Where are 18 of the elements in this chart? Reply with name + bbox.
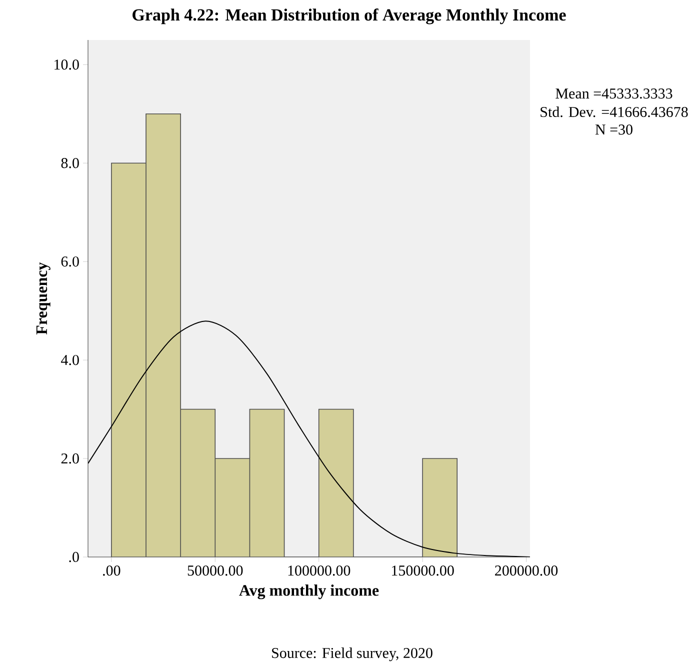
y-tick-label: 10.0 — [54, 60, 79, 70]
chart-title: Graph 4.22: Mean Distribution of Average Monthly Income — [132, 8, 566, 24]
text: Std. Dev. =41666.43678 — [540, 106, 688, 118]
x-tick-label: 150000.00 — [392, 566, 454, 576]
x-axis-title: Avg monthly income — [239, 584, 379, 600]
x-tick-label: 100000.00 — [288, 566, 350, 576]
y-tick-label: 6.0 — [61, 256, 79, 267]
x-tick-label: .00 — [103, 566, 120, 576]
text: N =30 — [595, 124, 632, 135]
y-tick-label: 8.0 — [61, 158, 79, 168]
y-tick-label: 2.0 — [61, 453, 79, 464]
y-tick-label: .0 — [69, 552, 79, 562]
text: Mean =45333.3333 — [556, 88, 672, 99]
y-axis-title: Frequency — [36, 262, 50, 335]
source-note: Source: Field survey, 2020 — [272, 648, 432, 662]
x-tick-label: 200000.00 — [495, 566, 558, 576]
y-tick-label: 4.0 — [61, 354, 79, 366]
x-tick-label: 50000.00 — [188, 566, 243, 576]
